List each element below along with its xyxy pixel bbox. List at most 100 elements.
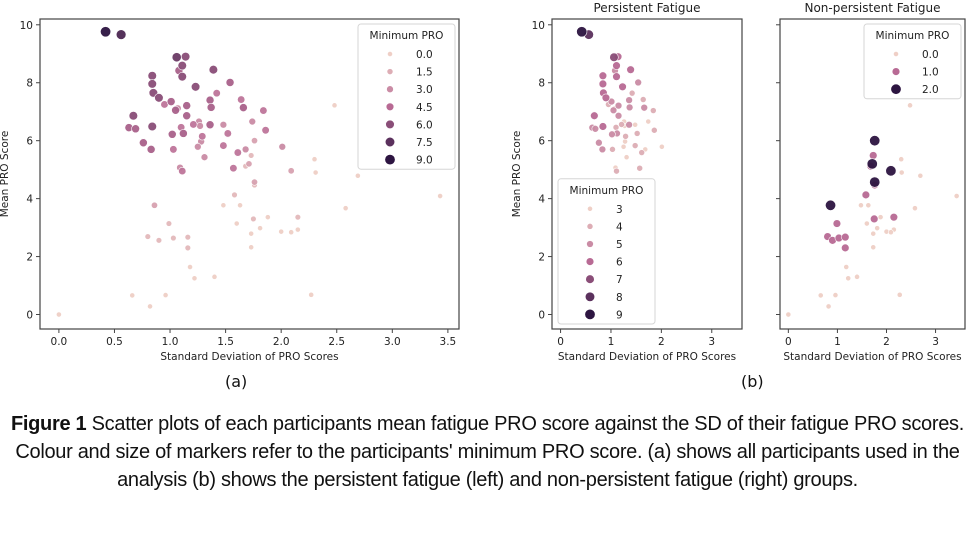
legend-marker (385, 102, 395, 112)
data-point (622, 133, 629, 140)
data-point (294, 213, 302, 221)
data-point (190, 82, 201, 92)
legend-marker (585, 274, 595, 284)
data-point (863, 220, 870, 227)
data-point (211, 273, 218, 280)
data-point (150, 201, 158, 209)
data-point (612, 72, 621, 81)
data-point (623, 154, 630, 161)
x-tick-label: 3 (932, 336, 939, 348)
data-point (576, 26, 588, 38)
legend-label: 7 (616, 274, 623, 286)
data-point (182, 111, 192, 121)
x-tick-label: 0 (785, 336, 792, 348)
data-point (614, 101, 623, 110)
data-point (147, 121, 157, 132)
x-tick-label: 2 (883, 336, 890, 348)
x-tick-label: 3 (708, 336, 715, 348)
data-point (590, 111, 599, 120)
y-tick-label: 4 (538, 194, 545, 206)
data-point (250, 215, 257, 223)
data-point (889, 212, 899, 222)
data-point (198, 132, 207, 141)
data-point (861, 190, 871, 200)
x-tick-label: 1 (608, 336, 615, 348)
y-axis-label: Mean PRO Score (0, 131, 11, 218)
data-point (634, 78, 642, 87)
legend-label: 4.5 (416, 102, 433, 114)
legend-title: Minimum PRO (370, 30, 444, 42)
data-point (854, 273, 860, 280)
data-point (146, 145, 156, 154)
data-points (576, 26, 665, 175)
legend-marker (586, 223, 594, 230)
data-point (247, 152, 255, 159)
data-point (162, 292, 169, 299)
legend-label: 0.0 (922, 49, 939, 61)
data-point (189, 120, 198, 129)
data-point (205, 120, 215, 130)
data-point (631, 142, 639, 149)
data-point (55, 311, 62, 318)
legend-label: 8 (616, 292, 623, 304)
data-point (278, 228, 285, 235)
data-point (171, 105, 180, 115)
data-point (287, 167, 295, 175)
data-point (865, 202, 872, 209)
data-point (658, 143, 665, 150)
data-point (294, 226, 301, 233)
data-point (649, 107, 657, 114)
data-point (625, 120, 633, 129)
x-tick-label: 2.5 (328, 336, 345, 348)
data-point (171, 52, 182, 63)
data-point (354, 172, 361, 179)
y-tick-label: 0 (26, 310, 33, 322)
x-tick-label: 1 (834, 336, 841, 348)
data-point (888, 229, 894, 236)
data-point (312, 169, 319, 176)
x-axis-label: Standard Deviation of PRO Scores (160, 351, 338, 363)
data-point (251, 178, 258, 186)
data-point (917, 172, 924, 179)
data-point (598, 79, 608, 89)
data-point (841, 232, 850, 242)
plot-frame (39, 18, 460, 330)
legend-marker (587, 205, 593, 212)
data-point (147, 71, 157, 81)
data-point (877, 214, 884, 221)
x-tick-label: 2.0 (273, 336, 290, 348)
legend-marker (384, 154, 396, 166)
legend-label: 5 (616, 239, 623, 251)
legend-label: 6 (616, 257, 623, 269)
data-point (825, 199, 837, 211)
data-point (331, 102, 338, 109)
data-point (179, 129, 188, 138)
legend-box (557, 178, 656, 325)
data-point (147, 303, 153, 310)
data-point (595, 138, 603, 147)
data-point (220, 202, 227, 209)
data-point (191, 275, 198, 282)
data-point (845, 275, 852, 282)
data-point (618, 82, 627, 91)
x-tick-label: 0.0 (51, 336, 68, 348)
legend-marker (586, 240, 594, 248)
y-tick-label: 8 (26, 78, 33, 90)
x-tick-label: 3.5 (440, 336, 457, 348)
data-point (907, 102, 913, 109)
data-point (609, 52, 619, 62)
data-point (177, 61, 187, 71)
y-tick-label: 6 (538, 136, 545, 148)
data-point (843, 264, 850, 270)
data-point (625, 96, 633, 104)
legend-title: Minimum PRO (876, 30, 950, 42)
data-point (609, 106, 618, 115)
y-axis-label: Mean PRO Score (511, 131, 523, 218)
data-point (264, 214, 271, 221)
legend-label: 9 (616, 309, 623, 321)
data-point (612, 61, 621, 70)
data-point (182, 101, 192, 110)
data-point (612, 124, 620, 131)
x-axis-label: Standard Deviation of PRO Scores (783, 351, 961, 363)
data-point (601, 93, 611, 103)
